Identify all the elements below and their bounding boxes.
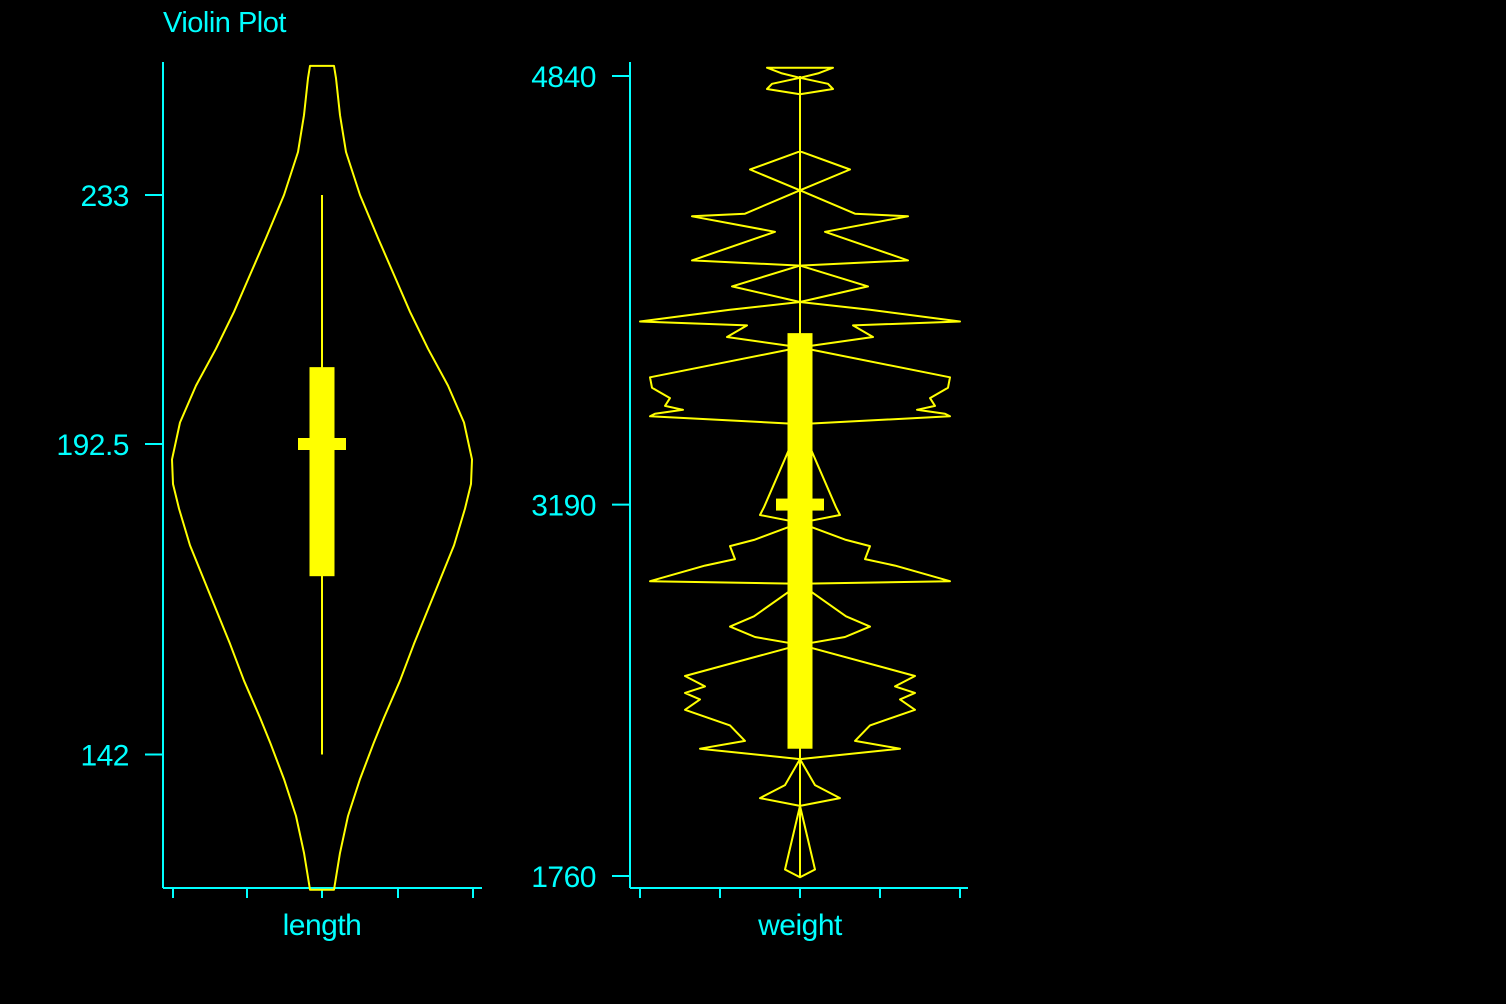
chart-title: Violin Plot [163,7,286,39]
y-tick-label: 142 [80,739,129,772]
violin-outline-weight [639,66,961,879]
x-axis-label: length [283,909,362,942]
y-tick-label: 233 [80,180,129,213]
y-tick-label: 4840 [531,61,596,94]
violin-panels: 142 192.5 233 length 1760 3190 4840 weight [56,61,968,942]
x-axis-label: weight [757,909,843,942]
median-marker [776,498,824,511]
panel-length: 142 192.5 233 length [56,62,482,942]
violin-outline-length [171,64,473,891]
y-tick-label: 3190 [531,490,596,523]
y-tick-label: 1760 [531,861,596,894]
iqr-box [787,333,813,749]
panel-weight: 1760 3190 4840 weight [531,61,968,942]
y-tick-label: 192.5 [56,429,129,462]
iqr-box [309,367,335,577]
median-marker [298,438,346,450]
